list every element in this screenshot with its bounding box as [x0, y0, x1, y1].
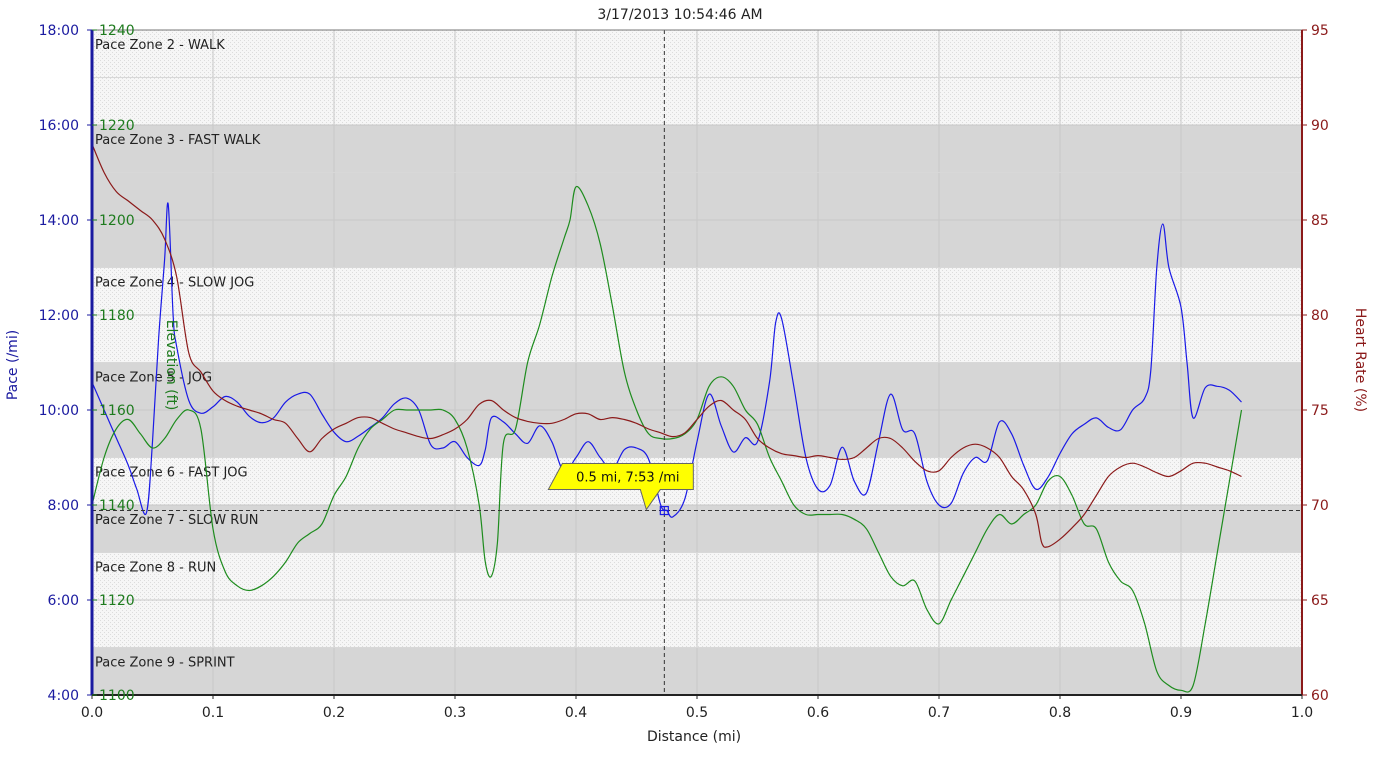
x-tick-label: 0.4: [565, 705, 587, 721]
x-tick-label: 0.3: [444, 705, 466, 721]
tooltip-box: [547, 463, 694, 511]
x-tick-label: 1.0: [1291, 705, 1313, 721]
pace-zone-labels: Pace Zone 2 - WALK Pace Zone 3 - FAST WAL…: [95, 38, 261, 671]
x-tick-label: 0.7: [928, 705, 950, 721]
x-axis-label: Distance (mi): [647, 729, 741, 745]
pace-zone-label: Pace Zone 3 - FAST WALK: [95, 133, 261, 148]
elevation-axis-label: Elevation (ft): [163, 320, 179, 411]
x-tick-label: 0.2: [323, 705, 345, 721]
pace-tick-label: 12:00: [39, 308, 79, 324]
crosshair: [92, 30, 1302, 695]
pace-zone-label: Pace Zone 7 - SLOW RUN: [95, 513, 258, 528]
elevation-tick-label: 1160: [99, 403, 135, 419]
heart-rate-tick-label: 85: [1311, 213, 1329, 229]
heart-rate-axis-label: Heart Rate (%): [1352, 308, 1368, 412]
pace-zone-label: Pace Zone 9 - SPRINT: [95, 656, 235, 671]
pace-zone-label: Pace Zone 2 - WALK: [95, 38, 225, 53]
heart-rate-tick-label: 65: [1311, 593, 1329, 609]
elevation-tick-label: 1120: [99, 593, 135, 609]
pace-tick-label: 16:00: [39, 118, 79, 134]
tooltip-text: 0.5 mi, 7:53 /mi: [576, 471, 679, 486]
axes: 0.0 0.1 0.2 0.3 0.4 0.5 0.6 0.7 0.8 0.9 1.0 4:00 6:0…: [39, 23, 1329, 721]
elevation-tick-label: 1140: [99, 498, 135, 514]
pace-axis-label: Pace (/mi): [5, 330, 21, 400]
pace-tick-label: 8:00: [48, 498, 79, 514]
x-tick-label: 0.6: [807, 705, 829, 721]
series: [92, 143, 1243, 693]
pace-tick-label: 18:00: [39, 23, 79, 39]
pace-zone-label: Pace Zone 5 - JOG: [95, 371, 212, 386]
elevation-series-line: [92, 185, 1243, 693]
elevation-tick-label: 1100: [99, 688, 135, 704]
elevation-tick-label: 1180: [99, 308, 135, 324]
heart-rate-tick-label: 60: [1311, 688, 1329, 704]
pace-tick-label: 14:00: [39, 213, 79, 229]
elevation-tick-label: 1220: [99, 118, 135, 134]
heart-rate-tick-label: 90: [1311, 118, 1329, 134]
heart_rate-series-line: [92, 143, 1242, 548]
chart-title: 3/17/2013 10:54:46 AM: [597, 7, 762, 23]
pace-zone-label: Pace Zone 4 - SLOW JOG: [95, 276, 254, 291]
pace-zone-label: Pace Zone 6 - FAST JOG: [95, 466, 248, 481]
pace-tick-label: 4:00: [48, 688, 79, 704]
heart-rate-tick-label: 80: [1311, 308, 1329, 324]
x-tick-label: 0.8: [1049, 705, 1071, 721]
pace-series-line: [92, 202, 1242, 518]
heart-rate-tick-label: 75: [1311, 403, 1329, 419]
x-tick-label: 0.0: [81, 705, 103, 721]
x-tick-label: 0.5: [686, 705, 708, 721]
heart-rate-tick-label: 70: [1311, 498, 1329, 514]
elevation-tick-label: 1240: [99, 23, 135, 39]
pace-tick-label: 6:00: [48, 593, 79, 609]
tooltip: 0.5 mi, 7:53 /mi: [547, 463, 694, 511]
elevation-tick-label: 1200: [99, 213, 135, 229]
x-tick-label: 0.1: [202, 705, 224, 721]
pace-tick-label: 10:00: [39, 403, 79, 419]
pace-zone-label: Pace Zone 8 - RUN: [95, 561, 216, 576]
heart-rate-tick-label: 95: [1311, 23, 1329, 39]
x-tick-label: 0.9: [1170, 705, 1192, 721]
